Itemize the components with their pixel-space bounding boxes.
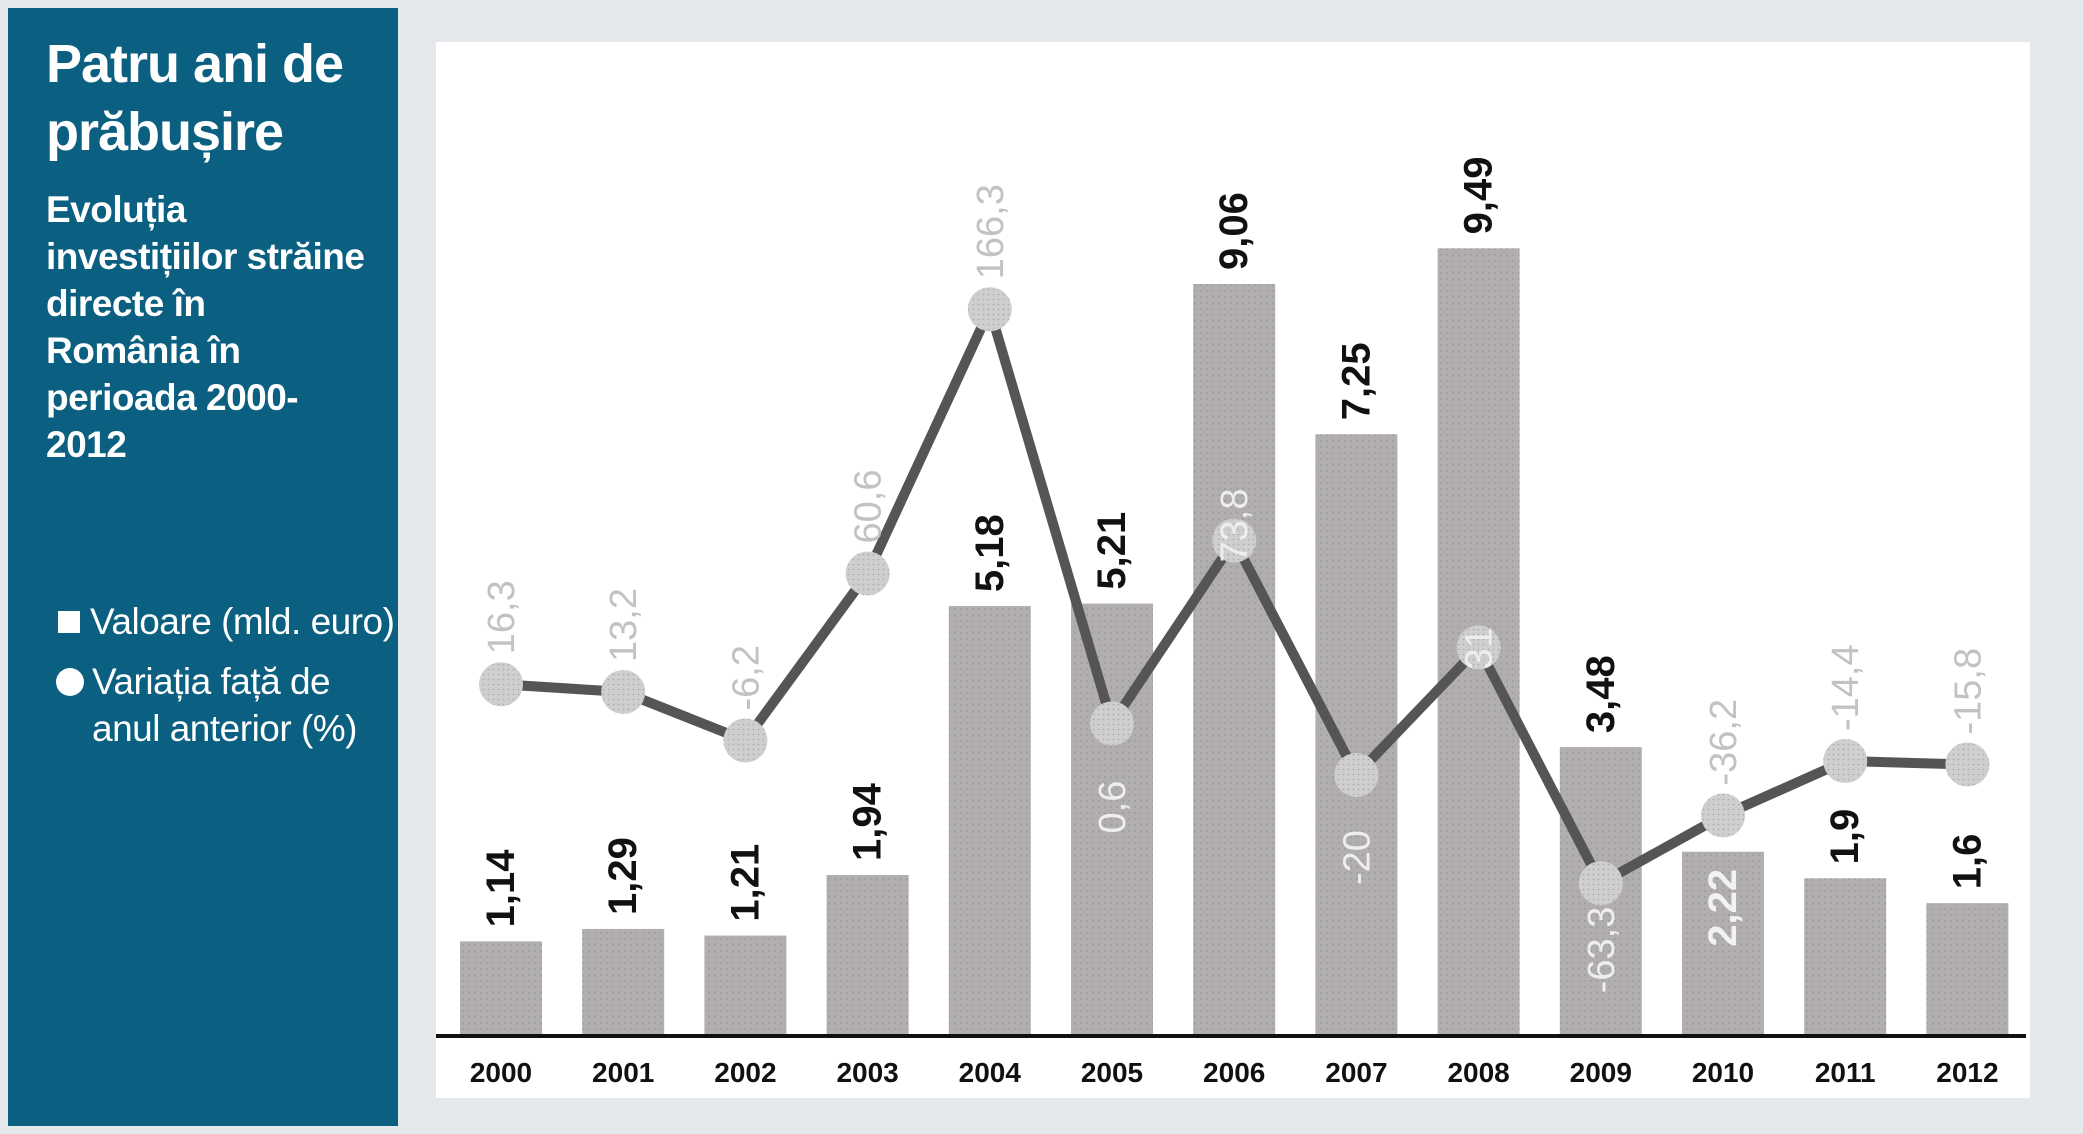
bar-label-2003: 1,94 xyxy=(846,782,890,861)
marker-2000 xyxy=(479,662,523,707)
bar-label-2010: 2,22 xyxy=(1701,869,1745,947)
line-label-2002: -6,2 xyxy=(725,645,767,710)
bar-2012 xyxy=(1926,903,2009,1036)
sidebar: Patru ani de prăbușire Evoluția investiț… xyxy=(8,8,398,1126)
x-tick-2011: 2011 xyxy=(1815,1057,1876,1088)
bar-2006 xyxy=(1193,284,1276,1036)
legend-label-variation: Variația față de anul anterior (%) xyxy=(92,661,358,749)
plot-panel: 1,14 1,29 1,21 1,94 5,18 5,21 9,06 7,25 9,49 3,48… xyxy=(436,42,2030,1098)
bar-label-2007: 7,25 xyxy=(1334,342,1378,420)
bar-label-2012: 1,6 xyxy=(1945,834,1989,890)
bar-label-2004: 5,18 xyxy=(968,514,1012,592)
x-tick-2012: 2012 xyxy=(1936,1057,1998,1088)
legend-item-value: Valoare (mld. euro) xyxy=(46,598,395,645)
bar-label-2009: 3,48 xyxy=(1579,655,1623,733)
bar-2004 xyxy=(948,606,1031,1036)
marker-2008 xyxy=(1456,625,1501,670)
square-icon xyxy=(58,611,80,633)
x-tick-2005: 2005 xyxy=(1081,1057,1143,1088)
line-label-2010: -36,2 xyxy=(1703,699,1745,786)
marker-2010 xyxy=(1701,793,1745,838)
legend-item-variation: Variația față de anul anterior (%) xyxy=(46,658,362,752)
x-tick-2000: 2000 xyxy=(470,1057,532,1088)
bar-2000 xyxy=(460,941,542,1036)
x-tick-2003: 2003 xyxy=(836,1057,898,1088)
marker-2006 xyxy=(1212,518,1257,563)
bar-2011 xyxy=(1804,878,1887,1036)
line-label-2011: -14,4 xyxy=(1825,644,1867,731)
line-label-2012: -15,8 xyxy=(1947,648,1989,735)
line-label-2005: 0,6 xyxy=(1092,781,1134,834)
x-tick-2004: 2004 xyxy=(959,1057,1022,1088)
x-tick-2007: 2007 xyxy=(1325,1057,1387,1088)
marker-2003 xyxy=(845,551,890,596)
x-tick-2001: 2001 xyxy=(592,1057,654,1088)
x-tick-2006: 2006 xyxy=(1203,1057,1265,1088)
line-label-2008: 31 xyxy=(1459,627,1501,669)
x-tick-2010: 2010 xyxy=(1692,1057,1754,1088)
marker-2011 xyxy=(1823,739,1868,783)
bar-label-2002: 1,21 xyxy=(723,844,767,922)
line-layer xyxy=(479,287,1990,906)
labels-layer: 1,14 1,29 1,21 1,94 5,18 5,21 9,06 7,25 9,49 3,48… xyxy=(470,156,1999,1088)
bar-label-2008: 9,49 xyxy=(1457,156,1501,234)
marker-2009 xyxy=(1578,861,1623,906)
line-label-2009: -63,3 xyxy=(1581,907,1623,994)
marker-2004 xyxy=(967,287,1012,332)
marker-2012 xyxy=(1945,742,1990,787)
bar-2002 xyxy=(704,935,787,1036)
line-label-2004: 166,3 xyxy=(970,184,1012,279)
bars-layer xyxy=(460,248,2009,1036)
line-label-2000: 16,3 xyxy=(481,580,523,654)
chart-subtitle: Evoluția investițiilor străine directe î… xyxy=(46,189,365,465)
bar-2007 xyxy=(1315,434,1398,1036)
bar-label-2011: 1,9 xyxy=(1823,809,1867,865)
bar-label-2000: 1,14 xyxy=(479,849,523,928)
marker-2002 xyxy=(723,718,768,763)
line-label-2006: 73,8 xyxy=(1214,489,1256,563)
line-label-2003: 60,6 xyxy=(848,470,890,544)
bar-2003 xyxy=(826,874,909,1036)
x-tick-2008: 2008 xyxy=(1447,1057,1509,1088)
legend-label-value: Valoare (mld. euro) xyxy=(90,601,395,642)
chart-svg: 1,14 1,29 1,21 1,94 5,18 5,21 9,06 7,25 9,49 3,48… xyxy=(436,156,2026,1088)
bar-2010 xyxy=(1682,851,1764,1036)
circle-icon xyxy=(56,668,84,696)
x-tick-2002: 2002 xyxy=(714,1057,776,1088)
bar-2001 xyxy=(582,928,665,1036)
x-tick-2009: 2009 xyxy=(1570,1057,1632,1088)
marker-2001 xyxy=(601,670,646,714)
marker-2005 xyxy=(1090,701,1134,746)
bar-label-2001: 1,29 xyxy=(601,837,645,915)
bar-label-2005: 5,21 xyxy=(1090,512,1134,590)
line-label-2001: 13,2 xyxy=(603,588,645,662)
bar-label-2006: 9,06 xyxy=(1212,192,1256,270)
line-label-2007: -20 xyxy=(1336,830,1378,885)
chart-title: Patru ani de prăbușire xyxy=(46,34,344,162)
marker-2007 xyxy=(1334,753,1379,797)
